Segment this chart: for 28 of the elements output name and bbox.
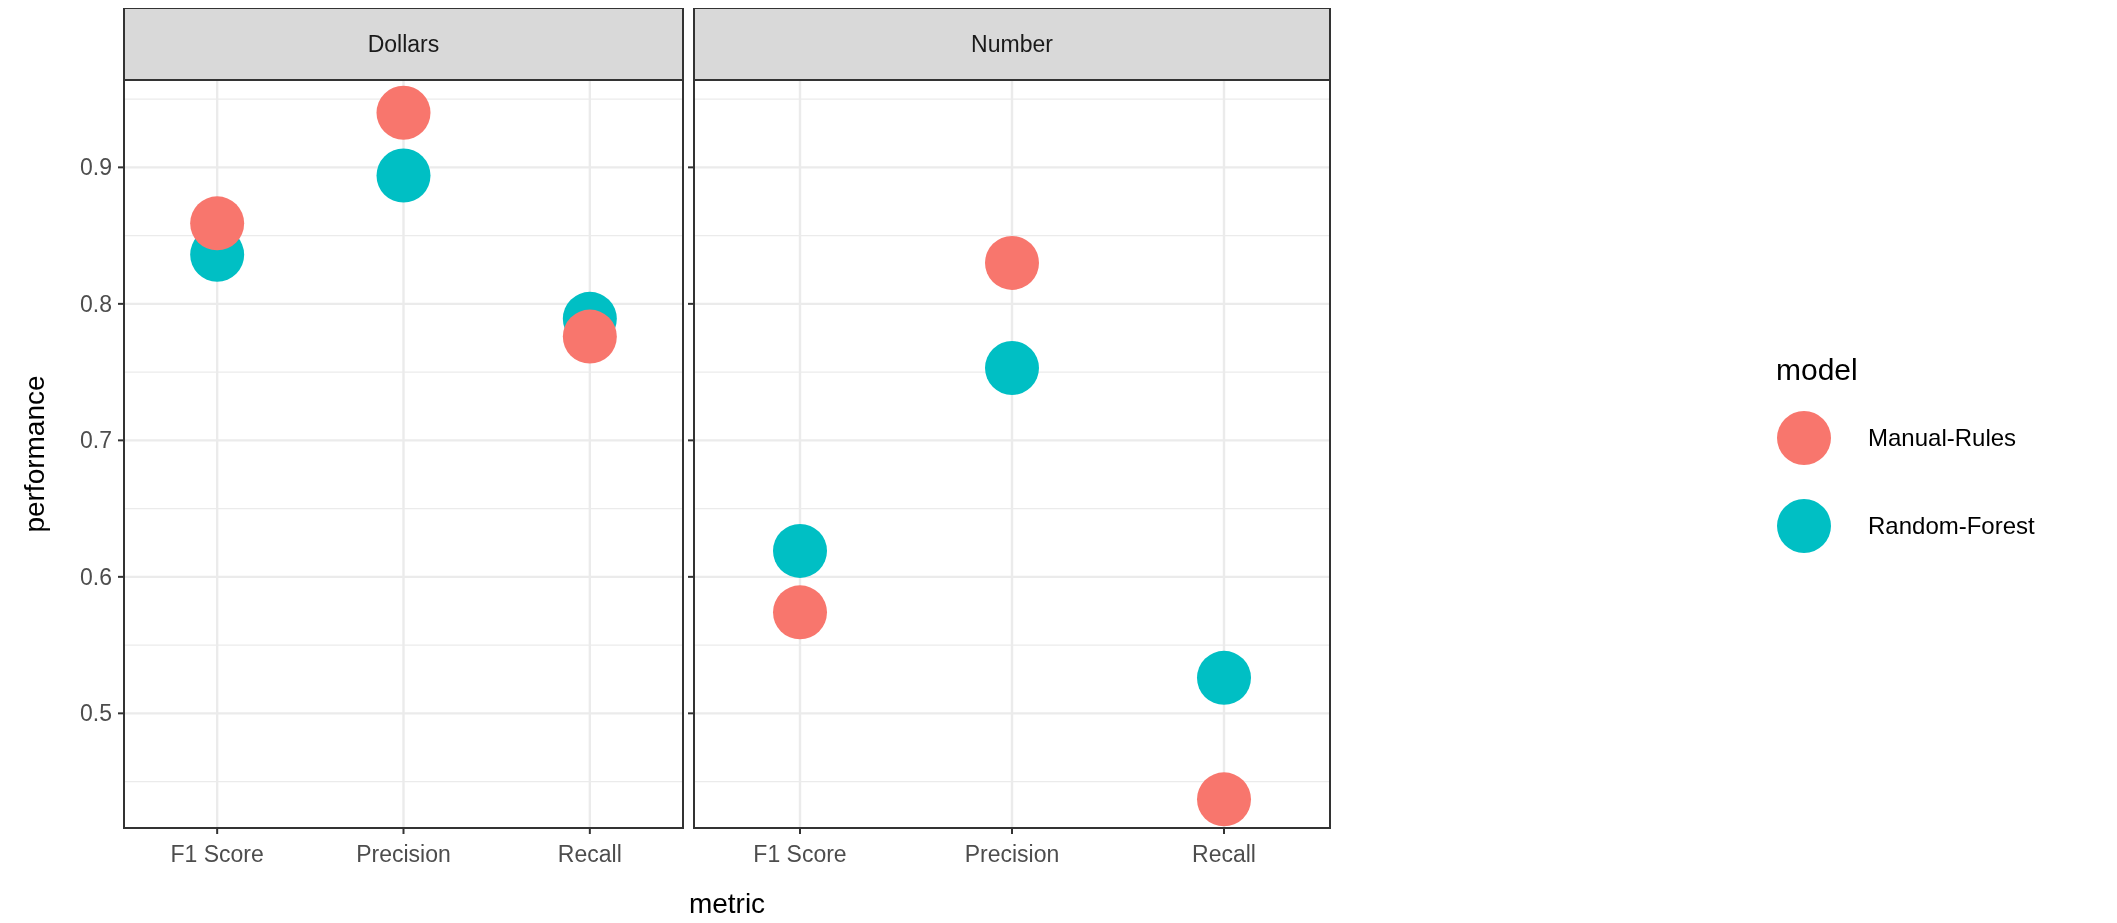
point	[376, 85, 431, 140]
x-tick-label: Recall	[557, 841, 622, 867]
y-tick-label: 0.5	[80, 700, 112, 727]
y-tick-label: 0.8	[80, 290, 112, 317]
point	[773, 523, 827, 578]
legend-title: model	[1776, 353, 1858, 386]
y-tick-label: 0.7	[80, 427, 112, 454]
y-axis-title: performance	[19, 375, 50, 533]
point	[1197, 650, 1251, 705]
point	[1197, 772, 1251, 827]
y-tick-label: 0.6	[80, 563, 112, 590]
x-tick-label: Precision	[964, 841, 1060, 867]
x-axis-title: metric	[688, 888, 766, 919]
chart-title: Dollars	[367, 31, 440, 57]
point	[562, 309, 617, 364]
legend-label: Random-Forest	[1868, 512, 2036, 539]
point	[190, 196, 245, 251]
point	[985, 235, 1039, 290]
x-tick-label: F1 Score	[170, 841, 264, 867]
legend-label: Manual-Rules	[1868, 424, 2017, 451]
point	[376, 148, 431, 203]
point	[773, 585, 827, 640]
x-tick-label: F1 Score	[753, 841, 847, 867]
y-tick-label: 0.9	[80, 154, 112, 181]
point	[985, 341, 1039, 396]
chart-title: Number	[971, 31, 1054, 57]
x-tick-label: Recall	[1192, 841, 1256, 867]
x-tick-label: Precision	[356, 841, 451, 867]
